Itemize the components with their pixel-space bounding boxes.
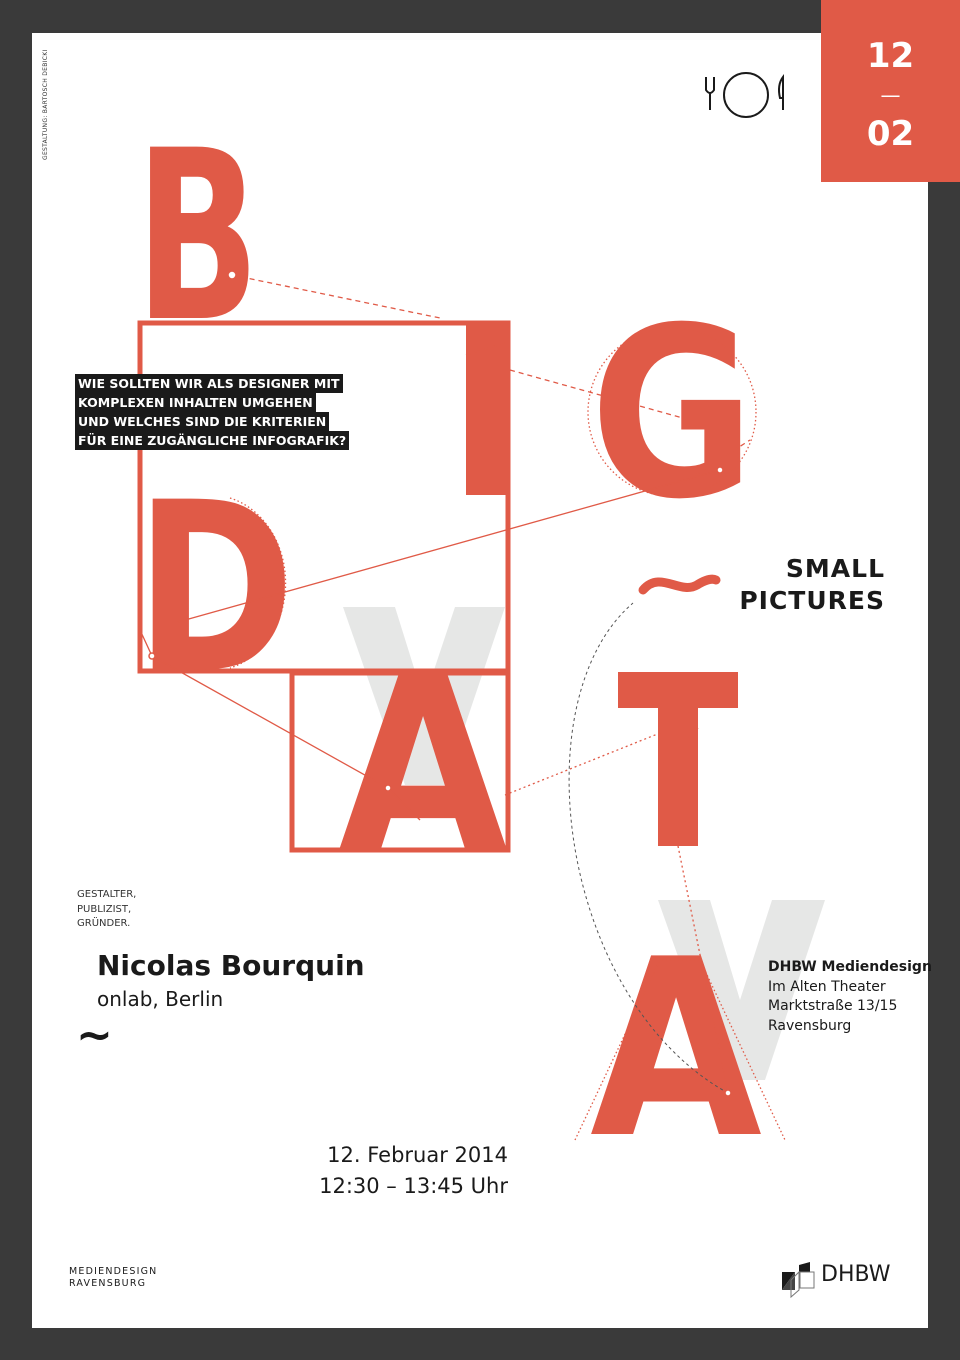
mediendesign-logo: MEDIENDESIGN RAVENSBURG [69,1266,157,1290]
letter-t [618,672,738,846]
venue-line: Im Alten Theater [768,978,886,995]
question-line: WIE SOLLTEN WIR ALS DESIGNER MIT [75,374,343,393]
event-hours: 12:30 – 13:45 Uhr [319,1174,508,1198]
letter-d: D [135,453,295,726]
dhbw-logo: DHBW [781,1262,891,1287]
lunchtime-talks-logo [705,72,784,118]
event-time: 12. Februar 2014 12:30 – 13:45 Uhr [319,1140,508,1202]
plate-icon [723,72,769,118]
tilde-mark [638,574,721,595]
letter-a-1: A [338,627,508,907]
subtitle-line: PICTURES [739,586,885,615]
design-credit: GESTALTUNG: BARTOSCH DEBICKI [42,49,49,160]
dashed-arc [568,602,729,1094]
venue-line: Marktstraße 13/15 [768,998,898,1014]
connection-dots [148,270,732,1097]
date-separator: — [880,83,901,107]
date-month: 02 [866,114,915,154]
footer-line: MEDIENDESIGN [69,1266,158,1277]
footer-line: RAVENSBURG [69,1278,147,1289]
subtitle: SMALL PICTURES [739,553,885,617]
letter-b: B [135,101,260,374]
question-block: WIE SOLLTEN WIR ALS DESIGNER MIT KOMPLEX… [75,374,350,450]
subtitle-line: SMALL [785,554,885,583]
date-box: 12 — 02 [821,0,960,182]
letter-a-2: A [590,907,762,1192]
date-day: 12 [866,36,915,76]
venue: DHBW Mediendesign Im Alten Theater Markt… [768,958,932,1036]
dhbw-logo-icon [782,1262,815,1299]
ghost-a-2 [658,900,825,1080]
frame-a [289,670,511,853]
fork-icon [705,77,715,110]
letter-g: G [590,278,755,551]
venue-name: DHBW Mediendesign [768,959,932,975]
knife-icon [778,73,784,110]
ghost-a-1 [343,607,505,785]
question-line: FÜR EINE ZUGÄNGLICHE INFOGRAFIK? [75,431,350,450]
dhbw-logo-text: DHBW [821,1262,891,1287]
role: GRÜNDER. [77,918,131,929]
role: GESTALTER, [77,889,137,900]
speaker-org: onlab, Berlin [97,987,224,1011]
letter-i [466,322,506,495]
speaker-roles: GESTALTER, PUBLIZIST, GRÜNDER. [77,888,136,932]
question-line: UND WELCHES SIND DIE KRITERIEN [75,412,330,431]
role: PUBLIZIST, [77,903,132,915]
event-date: 12. Februar 2014 [327,1143,508,1167]
question-line: KOMPLEXEN INHALTEN UMGEHEN [75,393,316,412]
connection-lines [139,274,786,1141]
venue-line: Ravensburg [768,1017,852,1034]
speaker-tilde: ~ [76,1010,113,1061]
speaker-name: Nicolas Bourquin [97,949,365,982]
